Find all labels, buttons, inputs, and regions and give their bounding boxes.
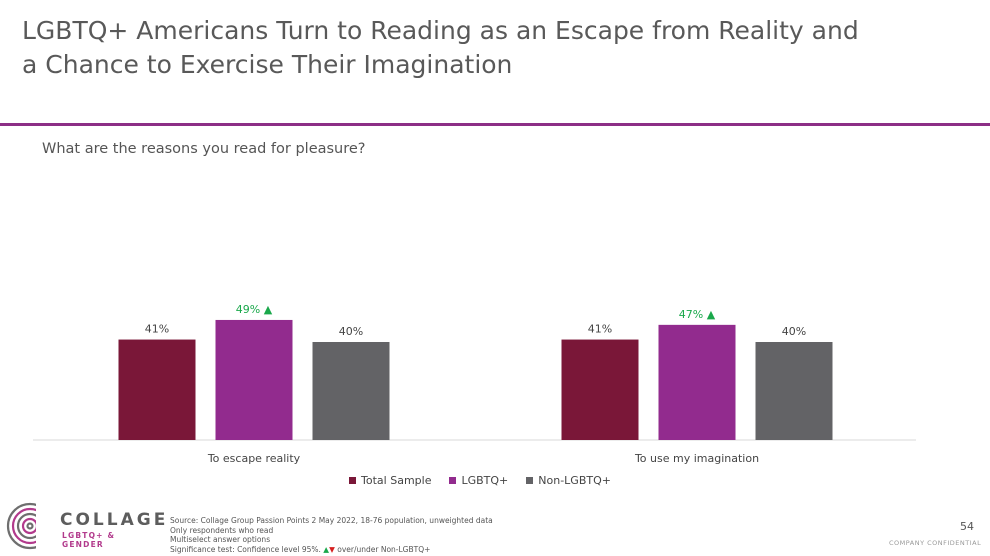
- source-line-3: Multiselect answer options: [170, 535, 271, 545]
- bar-2-3: [755, 342, 833, 440]
- title-line-2: a Chance to Exercise Their Imagination: [22, 50, 513, 79]
- data-label-2-2: 47% ▲: [679, 308, 716, 321]
- bar-1-2: [215, 319, 293, 440]
- sig-up-icon: ▲: [323, 544, 330, 554]
- sig-test-prefix: Significance test: Confidence level 95%.: [170, 544, 321, 554]
- data-label-2-1: 41%: [588, 323, 612, 336]
- survey-question: What are the reasons you read for pleasu…: [42, 141, 366, 157]
- data-label-2-3: 40%: [782, 325, 806, 338]
- data-label-1-1: 41%: [145, 323, 169, 336]
- bar-chart: 41% 49% ▲ 40% To escape reality 41% 47% ▲ 40% T…: [33, 303, 916, 465]
- chart-legend: Total Sample LGBTQ+ Non-LGBTQ+: [0, 474, 960, 487]
- bar-1-1: [118, 339, 196, 440]
- source-notes: Source: Collage Group Passion Points 2 M…: [170, 516, 493, 554]
- source-line-1: Source: Collage Group Passion Points 2 M…: [170, 516, 493, 525]
- title-divider: [0, 123, 990, 126]
- sig-test-suffix: over/under Non-LGBTQ+: [334, 544, 431, 554]
- sig-down-icon: ▼: [329, 544, 335, 554]
- legend-item-total-sample: Total Sample: [349, 474, 431, 487]
- source-line-2: Only respondents who read: [170, 525, 274, 535]
- category-label-1: To escape reality: [207, 452, 301, 465]
- logo-wordmark: COLLAGE: [60, 510, 169, 530]
- logo-subtitle: LGBTQ+ & GENDER: [62, 531, 116, 549]
- category-label-2: To use my imagination: [634, 452, 759, 465]
- data-label-1-2: 49% ▲: [236, 303, 273, 316]
- collage-logo-mark-icon: [6, 500, 58, 552]
- legend-item-non-lgbtq: Non-LGBTQ+: [526, 474, 611, 487]
- bar-1-3: [312, 342, 390, 440]
- title-line-1: LGBTQ+ Americans Turn to Reading as an E…: [22, 16, 859, 45]
- page-title: LGBTQ+ Americans Turn to Reading as an E…: [22, 14, 962, 82]
- page-number: 54: [960, 520, 974, 533]
- legend-item-lgbtq: LGBTQ+: [449, 474, 508, 487]
- bar-2-2: [658, 324, 736, 440]
- data-label-1-3: 40%: [339, 325, 363, 338]
- legend-swatch-total-sample: [349, 477, 357, 484]
- legend-label-lgbtq: LGBTQ+: [461, 474, 509, 487]
- collage-logo: COLLAGE LGBTQ+ & GENDER: [6, 500, 165, 552]
- source-line-4: Significance test: Confidence level 95%.…: [170, 545, 493, 555]
- legend-label-total-sample: Total Sample: [361, 474, 432, 487]
- legend-label-non-lgbtq: Non-LGBTQ+: [538, 474, 611, 487]
- legend-swatch-non-lgbtq: [526, 477, 534, 484]
- legend-swatch-lgbtq: [449, 477, 457, 484]
- confidential-label: COMPANY CONFIDENTIAL: [889, 539, 982, 547]
- bar-2-1: [561, 339, 639, 440]
